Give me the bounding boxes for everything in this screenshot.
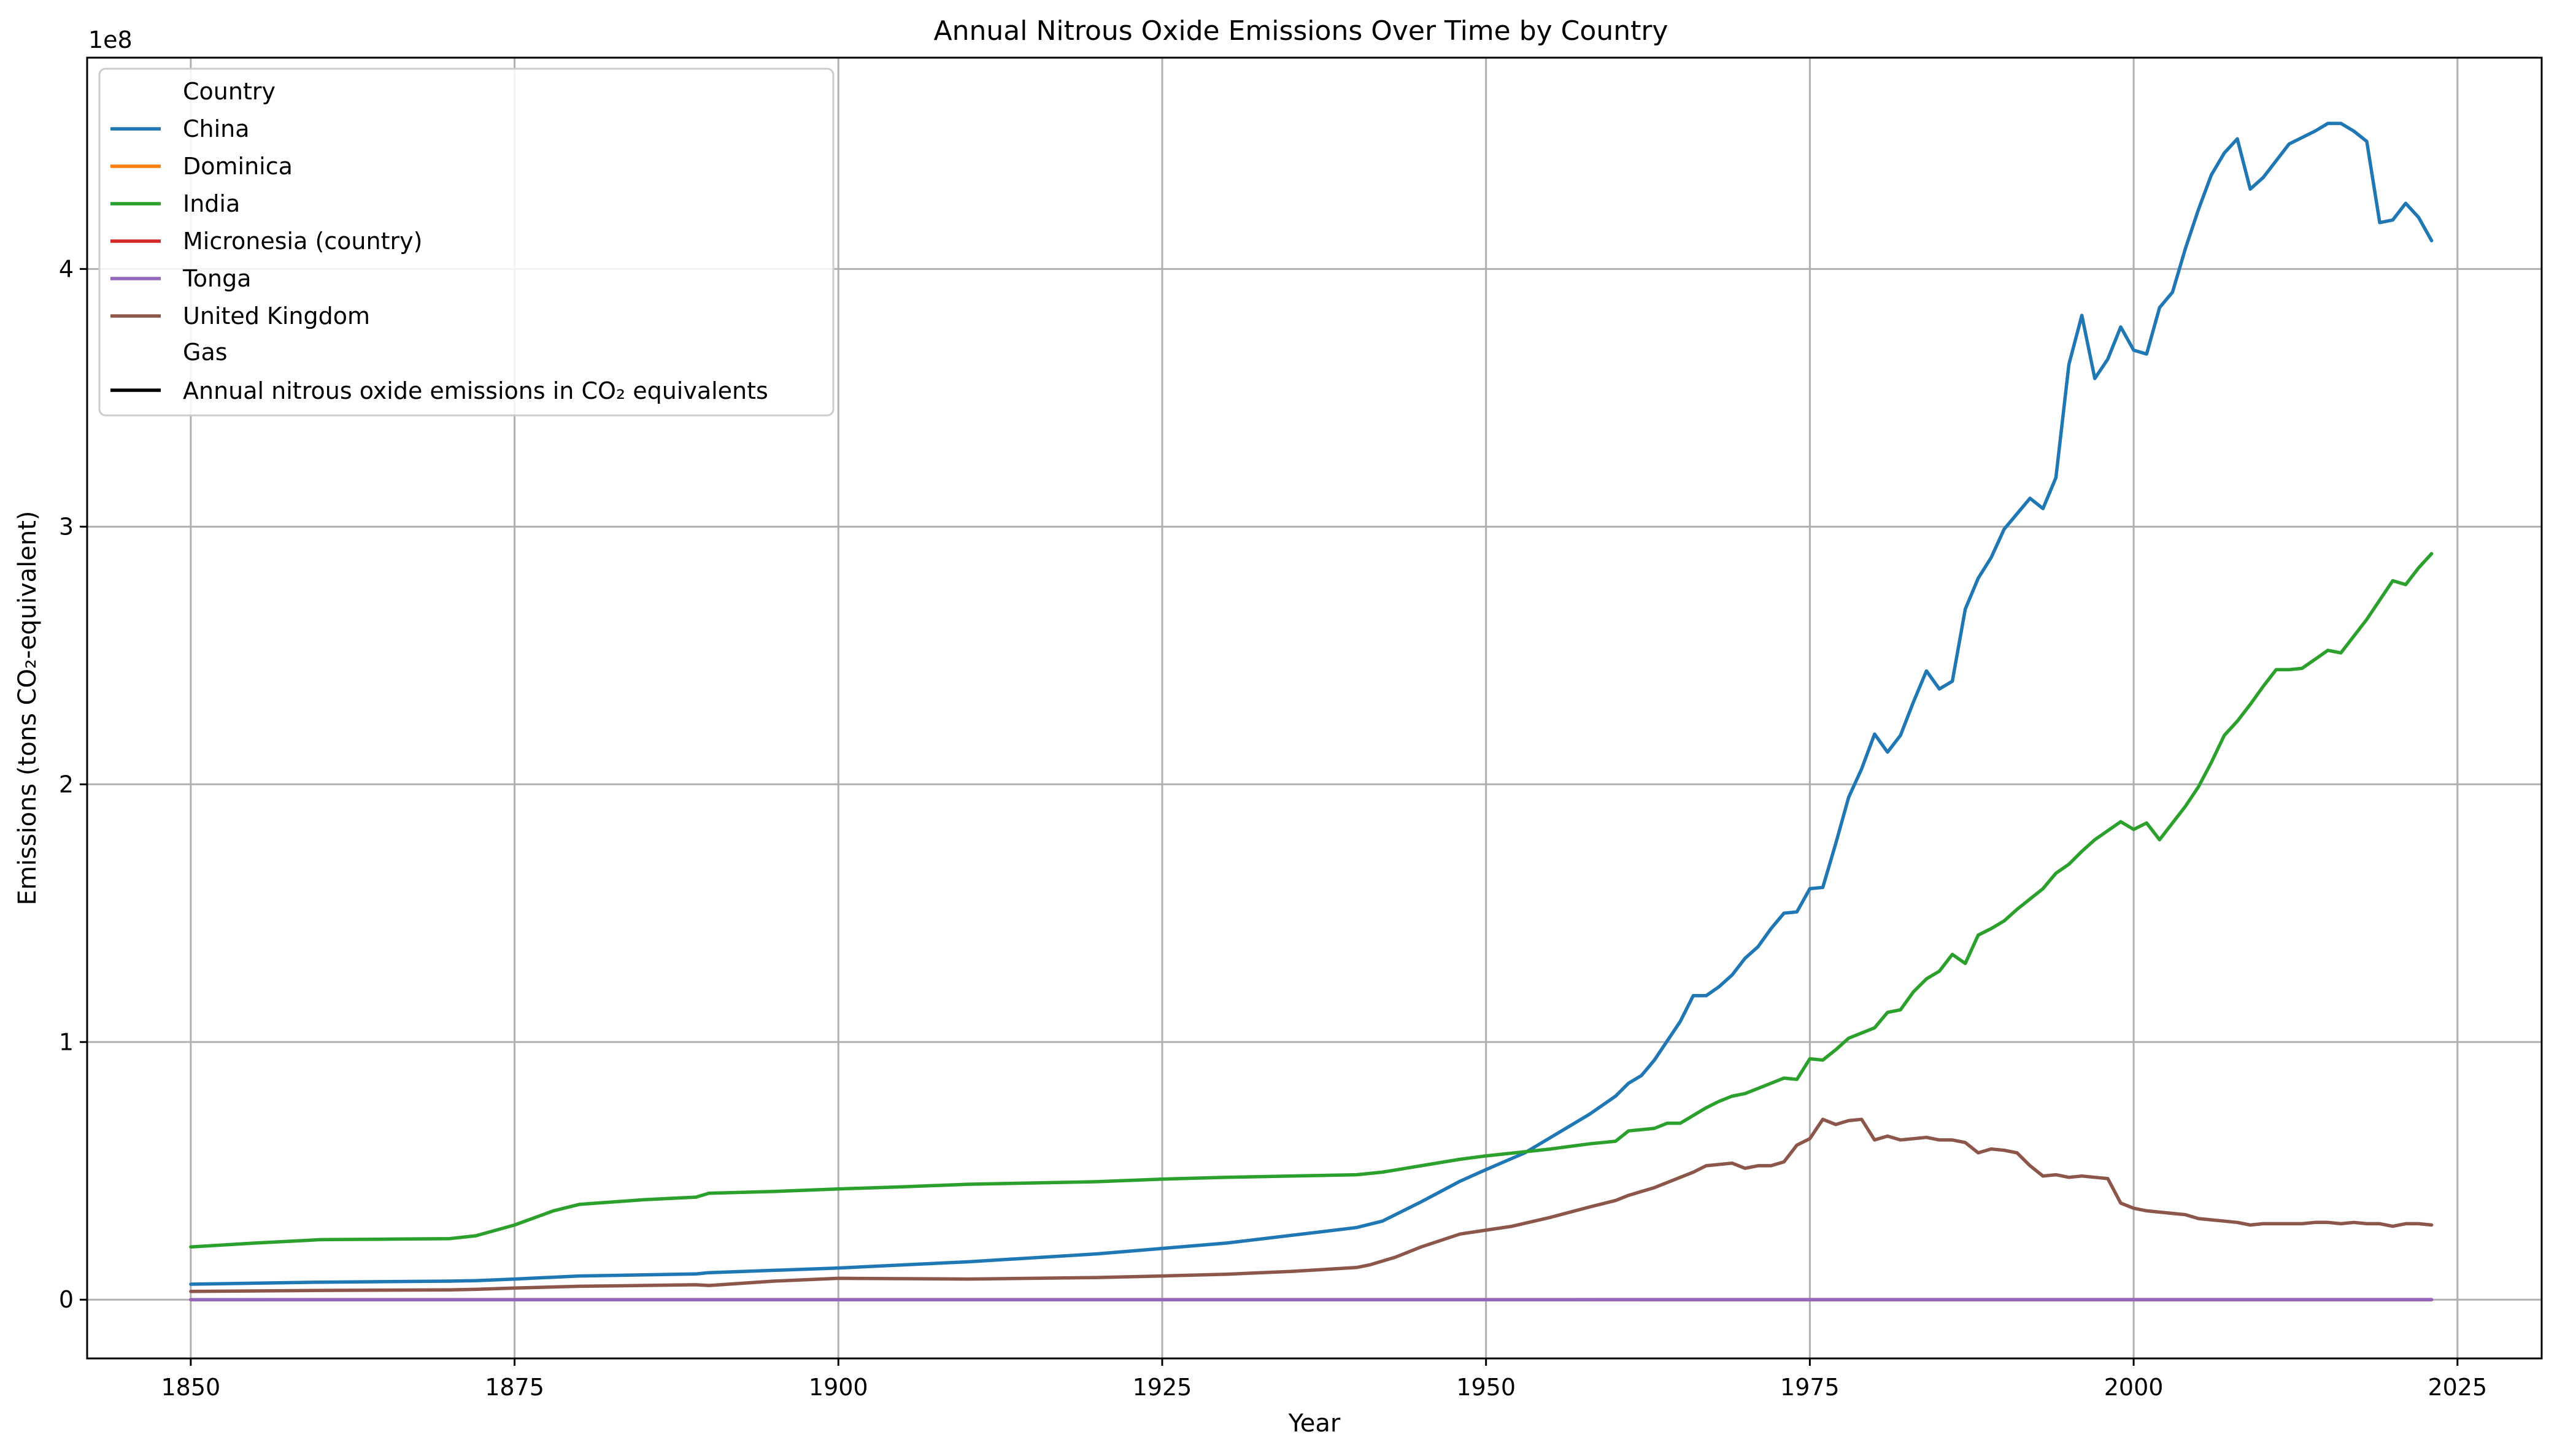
chart-title: Annual Nitrous Oxide Emissions Over Time… xyxy=(934,15,1668,47)
legend-label-united-kingdom: United Kingdom xyxy=(183,302,370,329)
y-tick-label: 0 xyxy=(59,1286,74,1313)
x-tick-label: 1875 xyxy=(485,1374,544,1401)
legend-gas-label: Annual nitrous oxide emissions in CO₂ eq… xyxy=(183,377,768,404)
legend-label-china: China xyxy=(183,115,250,142)
y-tick-label: 3 xyxy=(59,513,74,540)
x-tick-label: 2000 xyxy=(2104,1374,2164,1401)
y-tick-label: 1 xyxy=(59,1028,74,1055)
legend-title-country: Country xyxy=(183,78,276,105)
x-tick-label: 1950 xyxy=(1456,1374,1516,1401)
x-tick-label: 2025 xyxy=(2428,1374,2487,1401)
x-tick-label: 1850 xyxy=(161,1374,221,1401)
x-tick-label: 1925 xyxy=(1133,1374,1192,1401)
x-axis-label: Year xyxy=(1288,1409,1341,1438)
legend: Country China Dominica India Micronesia (co… xyxy=(99,69,833,415)
y-axis-label: Emissions (tons CO₂-equivalent) xyxy=(13,510,42,905)
y-axis-offset-label: 1e8 xyxy=(88,26,133,53)
x-tick-label: 1900 xyxy=(809,1374,868,1401)
legend-label-dominica: Dominica xyxy=(183,153,293,180)
legend-label-india: India xyxy=(183,190,240,217)
legend-label-micronesia-country: Micronesia (country) xyxy=(183,228,422,255)
legend-label-tonga: Tonga xyxy=(182,265,252,292)
y-tick-label: 2 xyxy=(59,771,74,798)
x-tick-label: 1975 xyxy=(1780,1374,1840,1401)
y-tick-label: 4 xyxy=(59,255,74,282)
legend-title-gas: Gas xyxy=(183,339,228,366)
